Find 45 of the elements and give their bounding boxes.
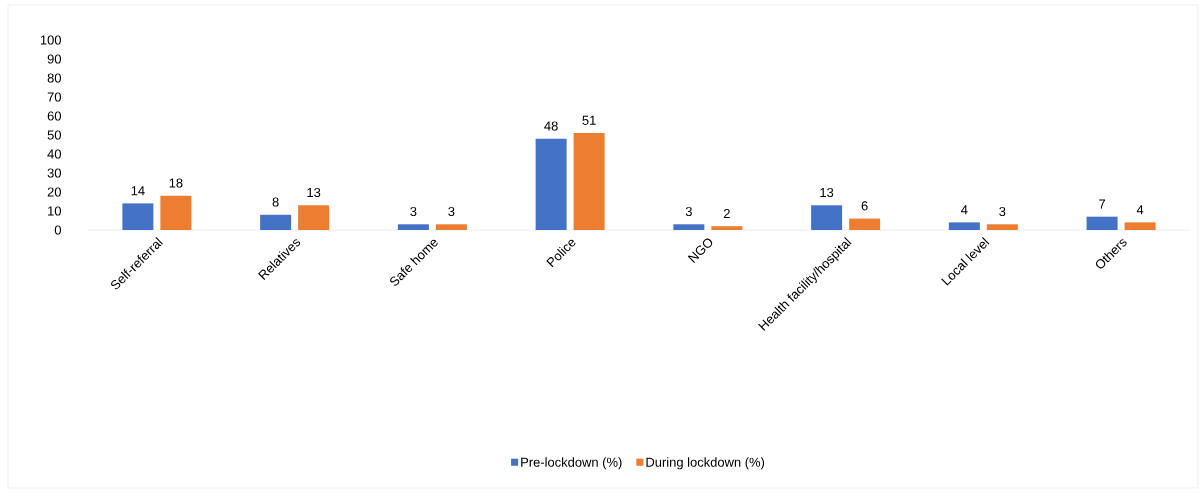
y-tick-label: 80 xyxy=(47,73,61,83)
bar xyxy=(298,205,330,230)
y-tick-label: 20 xyxy=(47,187,61,197)
data-label: 7 xyxy=(1099,199,1106,209)
y-tick-label: 0 xyxy=(54,225,61,235)
data-label: 51 xyxy=(582,115,596,125)
bar xyxy=(811,205,843,230)
bar xyxy=(1086,216,1118,230)
data-label: 2 xyxy=(723,208,730,218)
y-tick-label: 50 xyxy=(47,130,61,140)
y-tick-label: 30 xyxy=(47,168,61,178)
data-label: 13 xyxy=(820,187,834,198)
data-label: 4 xyxy=(961,205,968,215)
bar xyxy=(673,224,705,230)
y-tick-label: 100 xyxy=(40,35,61,45)
bar xyxy=(849,218,881,230)
data-label: 3 xyxy=(685,206,692,217)
data-label: 4 xyxy=(1136,205,1144,215)
bar xyxy=(1124,222,1156,230)
bar xyxy=(260,214,292,230)
data-label: 3 xyxy=(999,206,1006,217)
data-label: 13 xyxy=(307,187,321,198)
bar xyxy=(397,224,429,230)
y-tick-label: 70 xyxy=(47,92,61,102)
data-label: 3 xyxy=(448,206,455,217)
bar xyxy=(711,226,743,230)
data-label: 14 xyxy=(131,186,145,196)
bar xyxy=(948,222,980,230)
legend-label: During lockdown (%) xyxy=(646,457,765,470)
data-label: 18 xyxy=(169,178,183,188)
bar xyxy=(986,224,1018,230)
bar xyxy=(535,138,567,230)
y-tick-label: 60 xyxy=(47,111,61,121)
y-tick-label: 90 xyxy=(47,54,61,64)
y-tick-label: 40 xyxy=(47,149,61,159)
bar xyxy=(573,133,605,230)
data-label: 6 xyxy=(861,201,868,211)
data-label: 3 xyxy=(410,206,417,217)
data-label: 8 xyxy=(272,197,279,207)
bar xyxy=(435,224,467,230)
data-label: 48 xyxy=(544,121,558,131)
bar xyxy=(122,203,154,230)
y-tick-label: 10 xyxy=(48,206,61,216)
legend-label: Pre-lockdown (%) xyxy=(521,457,622,470)
bar xyxy=(160,195,192,230)
